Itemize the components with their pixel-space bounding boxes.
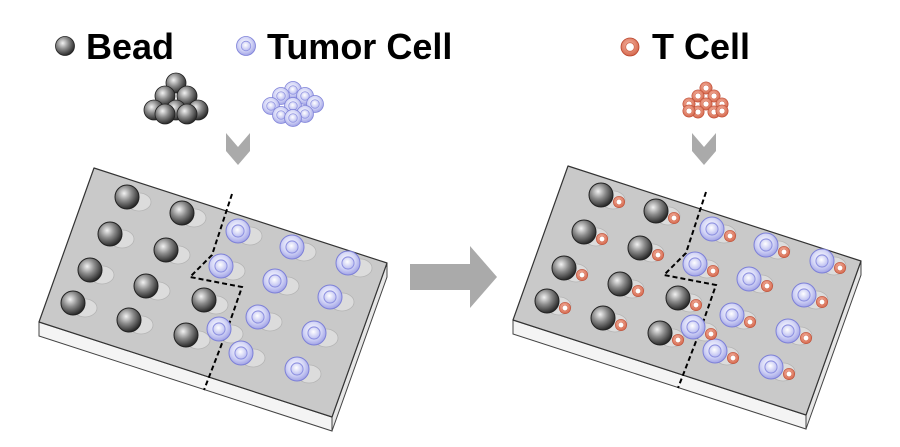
tumor-cell [228, 340, 254, 366]
legend-tumor-cell-label: Tumor Cell [267, 26, 452, 67]
tumor-cell-icon [236, 36, 256, 56]
t-cell [816, 296, 828, 308]
legend-tumor-cell: Tumor Cell [236, 26, 452, 67]
bead [176, 103, 198, 125]
t-cell [682, 104, 696, 118]
bead [169, 200, 195, 226]
tumor-cell [809, 248, 835, 274]
bead-icon [55, 36, 75, 56]
tumor-cell [682, 251, 708, 277]
legend-t-cell-label: T Cell [652, 26, 750, 67]
bead [133, 273, 159, 299]
t-cell [668, 212, 680, 224]
t-cell [800, 332, 812, 344]
tumor-cell [284, 109, 302, 127]
tumor-cell [699, 216, 725, 242]
tumor-cell [208, 253, 234, 279]
bead [116, 307, 142, 333]
legend-t-cell: T Cell [620, 26, 750, 67]
bead [627, 235, 653, 261]
t-cell [761, 280, 773, 292]
right-arrow-icon [410, 246, 497, 308]
t-cell [652, 249, 664, 261]
legend-bead: Bead [55, 26, 174, 67]
tumor-cell [317, 284, 343, 310]
tumor-cell [791, 282, 817, 308]
t-cell [778, 246, 790, 258]
t-cell-cluster [682, 81, 729, 119]
tumor-cell [758, 354, 784, 380]
bead [173, 322, 199, 348]
tumor-cell [262, 268, 288, 294]
t-cell [705, 328, 717, 340]
t-cell [715, 104, 729, 118]
bead [647, 320, 673, 346]
t-cell [596, 233, 608, 245]
t-cell [613, 196, 625, 208]
down-arrow-icon [692, 133, 716, 165]
dashed-divider [187, 193, 244, 391]
bead [77, 257, 103, 283]
bead [588, 182, 614, 208]
tumor-cell [245, 304, 271, 330]
t-cell [690, 299, 702, 311]
legend-bead-label: Bead [86, 26, 174, 67]
t-cell [834, 262, 846, 274]
down-arrow-icon [226, 133, 250, 165]
t-cell [783, 368, 795, 380]
bead [590, 305, 616, 331]
bead [551, 255, 577, 281]
tumor-cell [279, 234, 305, 260]
t-cell [707, 265, 719, 277]
t-cell [672, 334, 684, 346]
tumor-cell [736, 266, 762, 292]
bead [60, 290, 86, 316]
bead-cluster [143, 72, 209, 125]
tumor-cell [284, 356, 310, 382]
well-plate-after [512, 165, 862, 430]
t-cell [576, 269, 588, 281]
t-cell [632, 285, 644, 297]
bead [534, 288, 560, 314]
tumor-cell [301, 320, 327, 346]
tumor-cell [702, 338, 728, 364]
tumor-cell [335, 250, 361, 276]
tumor-cell-cluster [262, 81, 324, 127]
bead [191, 287, 217, 313]
t-cell [615, 319, 627, 331]
tumor-cell [775, 318, 801, 344]
bead [643, 198, 669, 224]
t-cell-icon [620, 37, 640, 57]
bead [665, 285, 691, 311]
tumor-cell [753, 232, 779, 258]
t-cell [727, 352, 739, 364]
bead [97, 221, 123, 247]
bead [114, 184, 140, 210]
t-cell [724, 230, 736, 242]
tumor-cell [225, 218, 251, 244]
tumor-cell [680, 314, 706, 340]
dashed-divider [661, 191, 718, 389]
tumor-cell [719, 302, 745, 328]
bead [607, 271, 633, 297]
tumor-cell [206, 316, 232, 342]
well-plate-before [38, 167, 388, 432]
t-cell [744, 316, 756, 328]
bead [153, 237, 179, 263]
bead [571, 219, 597, 245]
bead [154, 103, 176, 125]
t-cell [559, 302, 571, 314]
